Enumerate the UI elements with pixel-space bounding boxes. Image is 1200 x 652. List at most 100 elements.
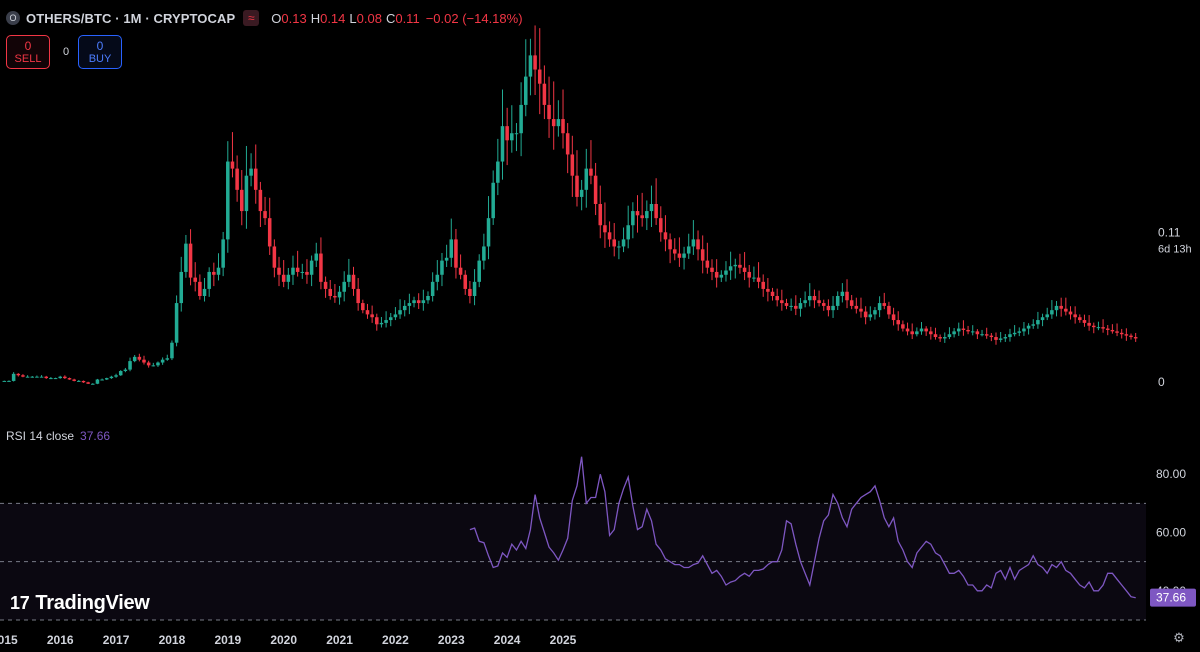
- candle-body: [603, 225, 607, 233]
- candle: [915, 327, 919, 337]
- candle: [319, 237, 323, 290]
- candle-body: [1124, 334, 1129, 336]
- candle-body: [1119, 332, 1124, 335]
- candle: [402, 300, 407, 317]
- candle: [398, 299, 402, 319]
- candle-body: [114, 375, 118, 377]
- last-price-label: 0.11: [1158, 225, 1181, 239]
- tradingview-logo-icon: 17: [10, 593, 30, 613]
- candle: [1054, 300, 1059, 317]
- candle-body: [961, 328, 966, 330]
- candle: [146, 360, 151, 368]
- candle-body: [589, 168, 593, 176]
- candle-body: [975, 331, 980, 335]
- buy-label: BUY: [88, 53, 112, 65]
- candle: [877, 296, 882, 318]
- buy-button[interactable]: 0 BUY: [78, 35, 122, 69]
- candle: [994, 332, 998, 345]
- candle-body: [659, 218, 663, 233]
- candle: [421, 289, 426, 311]
- candle: [1096, 321, 1101, 331]
- candle: [128, 357, 132, 372]
- candle-body: [179, 271, 184, 304]
- year-label: 2015: [0, 633, 18, 647]
- candle-body: [868, 314, 873, 318]
- candle-body: [463, 274, 468, 289]
- candle: [770, 287, 775, 301]
- candle-body: [365, 310, 370, 315]
- candle: [272, 239, 277, 278]
- candle-body: [854, 305, 859, 309]
- rsi-current-label: 37.66: [1156, 591, 1186, 605]
- candle-body: [924, 328, 928, 332]
- candle: [780, 289, 784, 311]
- candle-body: [938, 337, 942, 339]
- wave-icon[interactable]: ≈: [243, 10, 260, 26]
- candle: [216, 253, 221, 281]
- candle: [49, 377, 53, 380]
- candle-body: [458, 267, 463, 275]
- candle-body: [263, 211, 267, 219]
- rsi-axis-label: 60.00: [1156, 526, 1186, 540]
- rsi-axis-label: 80.00: [1156, 467, 1186, 481]
- buy-count: 0: [96, 39, 104, 53]
- candle: [207, 267, 211, 297]
- candle-body: [319, 253, 323, 282]
- candle: [868, 306, 873, 321]
- candle: [738, 253, 742, 274]
- year-label: 2020: [270, 633, 297, 647]
- candle-body: [160, 359, 165, 363]
- candle-body: [859, 308, 863, 312]
- candle: [826, 299, 831, 317]
- candle: [1068, 306, 1073, 320]
- candle-body: [840, 291, 845, 296]
- candle-body: [128, 361, 132, 370]
- candle-body: [440, 260, 444, 275]
- symbol-logo-icon: O: [6, 11, 20, 25]
- candle-body: [635, 211, 640, 216]
- candle: [72, 378, 76, 382]
- candle: [267, 197, 272, 255]
- candle-body: [826, 305, 831, 311]
- candle-body: [528, 55, 533, 77]
- candle: [1092, 322, 1096, 334]
- candle-body: [598, 204, 603, 226]
- candle-body: [1054, 305, 1059, 311]
- candle: [407, 293, 412, 315]
- candle-body: [421, 300, 426, 304]
- sell-button[interactable]: 0 SELL: [6, 35, 50, 69]
- candle-body: [691, 239, 696, 247]
- candle-body: [887, 305, 891, 315]
- candle: [542, 65, 547, 120]
- candle: [351, 266, 356, 296]
- candle-body: [645, 211, 649, 219]
- candle: [905, 322, 910, 336]
- candle: [761, 274, 765, 297]
- candle: [426, 291, 430, 304]
- candle: [468, 280, 472, 304]
- candle: [547, 76, 551, 138]
- candle-body: [11, 373, 16, 381]
- candle: [1036, 311, 1040, 329]
- candle-body: [1092, 325, 1096, 328]
- candle: [812, 289, 817, 309]
- candle: [379, 317, 384, 328]
- candle: [63, 375, 67, 379]
- candle-body: [361, 303, 365, 311]
- candle-body: [314, 253, 319, 261]
- candle-body: [677, 253, 682, 258]
- candle: [956, 322, 961, 336]
- candle-body: [67, 378, 72, 380]
- rsi-legend[interactable]: RSI 14 close 37.66: [6, 429, 110, 443]
- candle: [170, 340, 174, 361]
- candle: [491, 170, 495, 225]
- symbol-title[interactable]: OTHERS/BTC · 1M · CRYPTOCAP: [26, 10, 236, 26]
- candle-body: [547, 104, 551, 120]
- candle: [7, 380, 11, 382]
- candle: [631, 202, 635, 239]
- candle-body: [323, 281, 328, 289]
- settings-icon[interactable]: ⚙: [1173, 630, 1185, 645]
- candle: [835, 291, 840, 311]
